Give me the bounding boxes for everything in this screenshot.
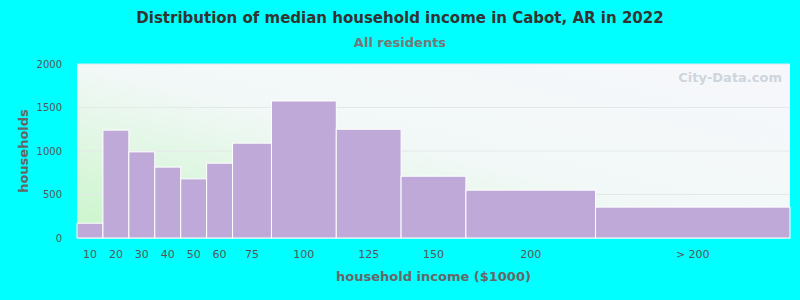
bar <box>336 129 401 238</box>
bar <box>155 167 181 238</box>
bar <box>401 176 466 238</box>
x-tick-label: 60 <box>213 248 227 261</box>
bar <box>181 179 207 238</box>
bar <box>77 223 103 238</box>
x-axis-label: household income ($1000) <box>336 269 531 284</box>
x-tick-label: 10 <box>83 248 97 261</box>
grid-line <box>77 64 790 65</box>
x-tick-label: 150 <box>423 248 444 261</box>
y-tick-label: 500 <box>43 189 62 200</box>
x-tick-label: 75 <box>245 248 259 261</box>
title: Distribution of median household income … <box>136 9 663 27</box>
y-tick-label: 1500 <box>37 102 62 113</box>
x-tick-label: 20 <box>109 248 123 261</box>
bar <box>207 163 233 238</box>
subtitle: All residents <box>354 35 447 50</box>
bar <box>103 130 129 238</box>
x-tick-label: > 200 <box>676 248 710 261</box>
plot-background <box>77 64 790 238</box>
watermark: City-Data.com <box>678 70 782 85</box>
grid-line <box>77 107 790 108</box>
y-tick-label: 0 <box>56 233 62 244</box>
bar <box>271 101 336 238</box>
x-tick-label: 200 <box>520 248 541 261</box>
x-tick-label: 30 <box>135 248 149 261</box>
bar <box>129 152 155 238</box>
chart: Distribution of median household income … <box>0 0 800 300</box>
y-tick-label: 2000 <box>37 59 62 70</box>
x-tick-label: 100 <box>293 248 314 261</box>
bar <box>466 190 596 238</box>
x-tick-label: 50 <box>187 248 201 261</box>
y-axis-label: households <box>16 109 31 193</box>
bar <box>233 143 272 238</box>
y-tick-label: 1000 <box>37 146 62 157</box>
x-tick-label: 125 <box>358 248 379 261</box>
x-tick-label: 40 <box>161 248 175 261</box>
bar <box>596 207 790 238</box>
grid-line <box>77 151 790 152</box>
